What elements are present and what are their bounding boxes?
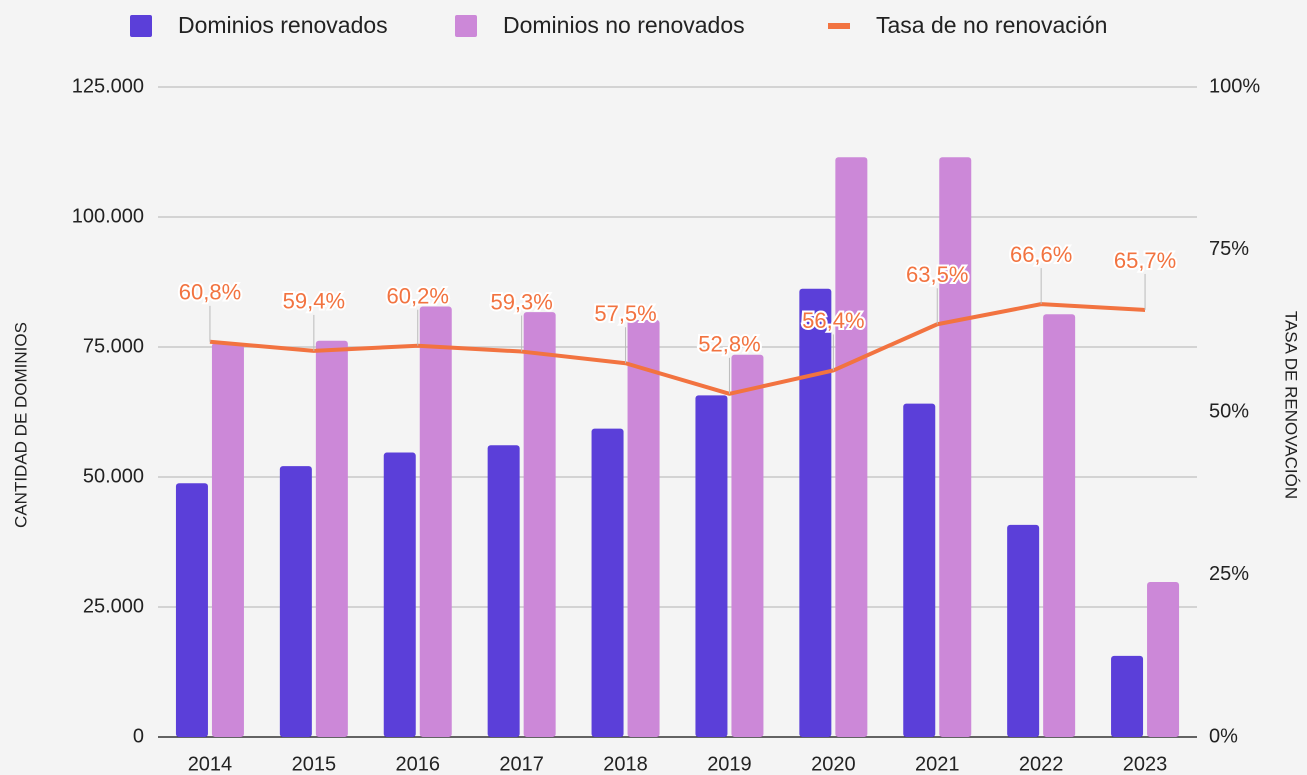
y-tick-label: 100.000 bbox=[72, 205, 144, 227]
bar bbox=[523, 312, 556, 737]
bar bbox=[383, 452, 416, 737]
y-tick-label: 50.000 bbox=[83, 465, 144, 487]
x-tick-label: 2018 bbox=[603, 753, 648, 775]
y-tick-label: 0 bbox=[133, 725, 144, 747]
bar bbox=[627, 319, 660, 737]
data-label: 59,3% bbox=[490, 289, 552, 314]
y2-tick-label: 75% bbox=[1209, 238, 1249, 260]
x-tick-label: 2020 bbox=[811, 753, 856, 775]
bar bbox=[211, 342, 244, 737]
x-tick-label: 2023 bbox=[1123, 753, 1168, 775]
bar bbox=[731, 354, 764, 737]
bar bbox=[487, 445, 520, 737]
bar bbox=[1007, 524, 1040, 737]
bar bbox=[1111, 655, 1144, 737]
x-tick-label: 2015 bbox=[292, 753, 337, 775]
legend-swatch bbox=[455, 15, 477, 37]
y2-tick-label: 50% bbox=[1209, 400, 1249, 422]
y-tick-label: 125.000 bbox=[72, 75, 144, 97]
data-label: 60,8% bbox=[179, 280, 241, 305]
bar bbox=[695, 395, 728, 737]
y-tick-label: 75.000 bbox=[83, 335, 144, 357]
legend-label: Tasa de no renovación bbox=[876, 12, 1107, 38]
legend-swatch bbox=[828, 23, 850, 29]
x-tick-label: 2017 bbox=[499, 753, 544, 775]
bar bbox=[939, 157, 972, 737]
data-label: 63,5% bbox=[906, 262, 968, 287]
bar bbox=[1147, 582, 1180, 737]
x-tick-label: 2022 bbox=[1019, 753, 1064, 775]
legend-label: Dominios no renovados bbox=[503, 12, 745, 38]
x-tick-label: 2019 bbox=[707, 753, 752, 775]
data-label: 60,2% bbox=[387, 284, 449, 309]
data-label: 52,8% bbox=[698, 332, 760, 357]
bar bbox=[903, 403, 936, 737]
data-label: 56,4% bbox=[802, 308, 864, 333]
y-axis-title: CANTIDAD DE DOMINIOS bbox=[11, 322, 30, 528]
data-label: 65,7% bbox=[1114, 248, 1176, 273]
legend-swatch bbox=[130, 15, 152, 37]
x-tick-label: 2016 bbox=[396, 753, 441, 775]
bar bbox=[799, 288, 832, 737]
y2-tick-label: 25% bbox=[1209, 563, 1249, 585]
data-label: 59,4% bbox=[283, 289, 345, 314]
line bbox=[209, 302, 1146, 396]
data-label: 66,6% bbox=[1010, 242, 1072, 267]
y-tick-label: 25.000 bbox=[83, 595, 144, 617]
data-label: 57,5% bbox=[594, 301, 656, 326]
y2-axis-title: TASA DE RENOVACIÓN bbox=[1282, 311, 1301, 499]
bar bbox=[279, 466, 312, 737]
bar bbox=[315, 340, 348, 737]
legend-label: Dominios renovados bbox=[178, 12, 388, 38]
y2-tick-label: 100% bbox=[1209, 75, 1260, 97]
x-tick-label: 2021 bbox=[915, 753, 960, 775]
bar bbox=[835, 157, 868, 737]
x-tick-label: 2014 bbox=[188, 753, 233, 775]
bar bbox=[175, 483, 208, 737]
y2-tick-label: 0% bbox=[1209, 725, 1238, 747]
bar bbox=[591, 428, 624, 737]
bar bbox=[1043, 314, 1076, 737]
bar bbox=[419, 306, 452, 737]
